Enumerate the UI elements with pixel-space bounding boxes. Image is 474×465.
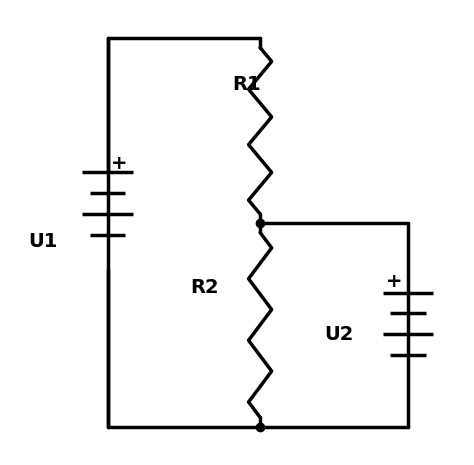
Text: U1: U1: [28, 232, 57, 251]
Text: R2: R2: [191, 279, 219, 298]
Text: +: +: [386, 272, 402, 291]
Text: +: +: [111, 153, 128, 173]
Text: U2: U2: [324, 325, 354, 344]
Text: R1: R1: [232, 75, 261, 94]
